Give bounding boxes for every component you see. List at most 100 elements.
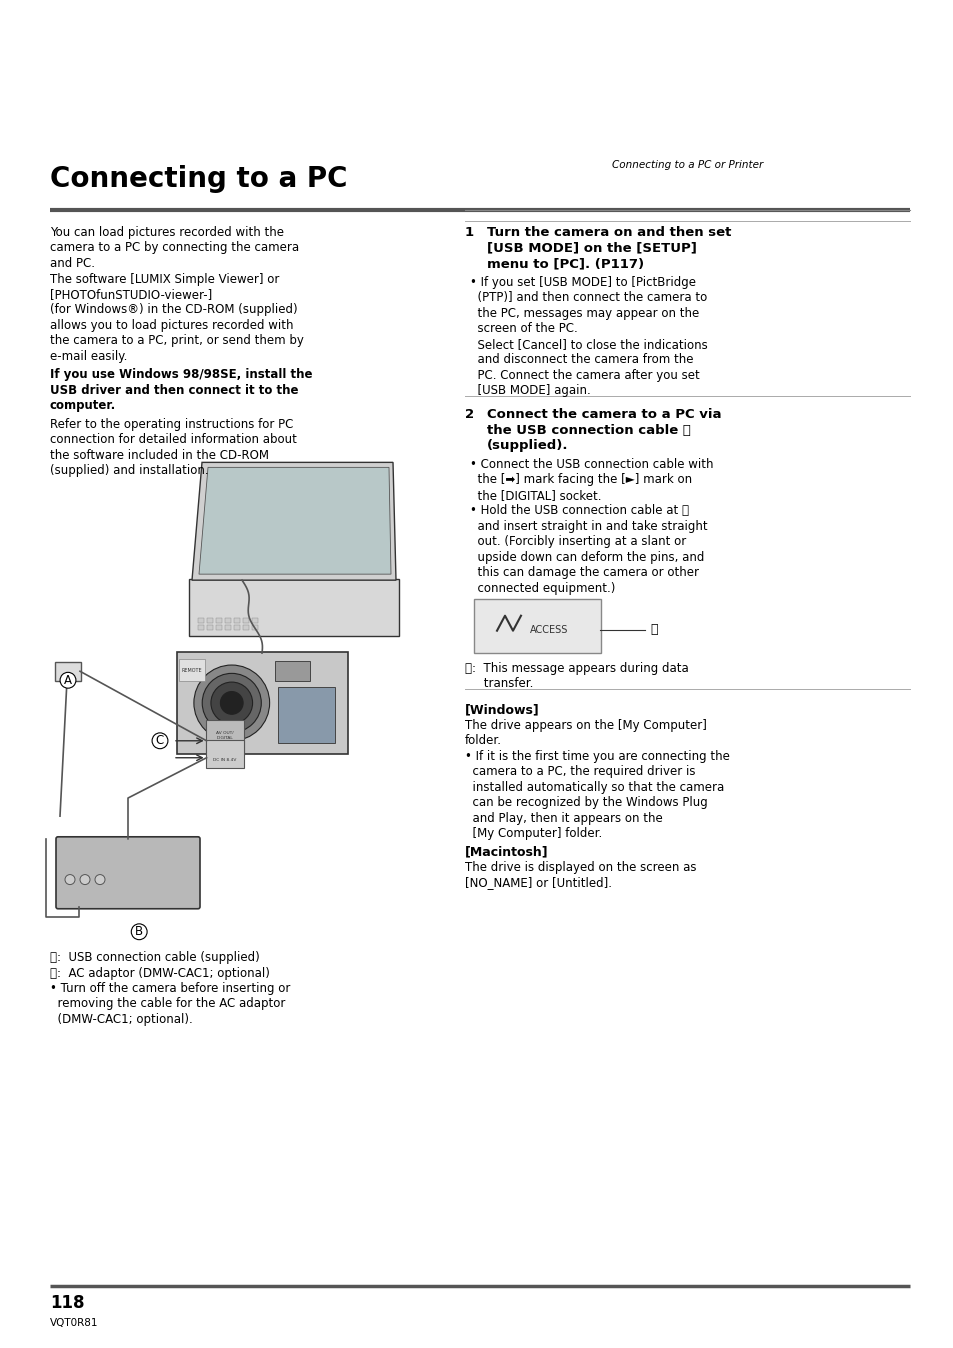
Text: Select [Cancel] to close the indications: Select [Cancel] to close the indications: [470, 337, 707, 350]
FancyBboxPatch shape: [54, 662, 80, 681]
FancyBboxPatch shape: [233, 624, 240, 631]
Text: the PC, messages may appear on the: the PC, messages may appear on the: [470, 306, 699, 319]
Text: Connect the camera to a PC via: Connect the camera to a PC via: [486, 408, 720, 421]
FancyBboxPatch shape: [225, 617, 231, 623]
FancyBboxPatch shape: [233, 617, 240, 623]
FancyBboxPatch shape: [206, 720, 244, 755]
Text: the camera to a PC, print, or send them by: the camera to a PC, print, or send them …: [50, 334, 304, 348]
Text: and disconnect the camera from the: and disconnect the camera from the: [470, 353, 693, 367]
Text: removing the cable for the AC adaptor: removing the cable for the AC adaptor: [50, 998, 285, 1011]
Text: installed automatically so that the camera: installed automatically so that the came…: [464, 780, 723, 794]
Circle shape: [211, 682, 253, 724]
FancyBboxPatch shape: [252, 624, 258, 631]
Text: e-mail easily.: e-mail easily.: [50, 350, 128, 363]
FancyBboxPatch shape: [215, 617, 222, 623]
Text: Refer to the operating instructions for PC: Refer to the operating instructions for …: [50, 418, 294, 431]
Circle shape: [65, 875, 75, 884]
Text: [My Computer] folder.: [My Computer] folder.: [464, 828, 601, 840]
Text: Turn the camera on and then set: Turn the camera on and then set: [486, 226, 731, 239]
Text: ⓓ:  This message appears during data: ⓓ: This message appears during data: [464, 662, 688, 675]
Text: 118: 118: [50, 1294, 85, 1312]
Polygon shape: [192, 462, 395, 580]
Circle shape: [193, 665, 270, 741]
Text: connected equipment.): connected equipment.): [470, 582, 615, 594]
Text: The software [LUMIX Simple Viewer] or: The software [LUMIX Simple Viewer] or: [50, 272, 279, 286]
FancyBboxPatch shape: [176, 651, 347, 755]
Text: If you use Windows 98/98SE, install the: If you use Windows 98/98SE, install the: [50, 368, 313, 381]
Circle shape: [220, 692, 243, 714]
Text: USB driver and then connect it to the: USB driver and then connect it to the: [50, 384, 298, 398]
Text: The drive appears on the [My Computer]: The drive appears on the [My Computer]: [464, 718, 706, 732]
Text: allows you to load pictures recorded with: allows you to load pictures recorded wit…: [50, 319, 294, 332]
Text: A: A: [64, 674, 71, 686]
Text: camera to a PC by connecting the camera: camera to a PC by connecting the camera: [50, 241, 299, 255]
Text: the [➡] mark facing the [►] mark on: the [➡] mark facing the [►] mark on: [470, 473, 691, 487]
Text: [Windows]: [Windows]: [464, 704, 539, 716]
FancyBboxPatch shape: [56, 837, 200, 909]
Text: computer.: computer.: [50, 399, 116, 412]
FancyBboxPatch shape: [197, 617, 204, 623]
Text: folder.: folder.: [464, 735, 501, 747]
Text: • If you set [USB MODE] to [PictBridge: • If you set [USB MODE] to [PictBridge: [470, 275, 696, 288]
Text: (DMW-CAC1; optional).: (DMW-CAC1; optional).: [50, 1012, 193, 1026]
Text: PC. Connect the camera after you set: PC. Connect the camera after you set: [470, 368, 699, 381]
FancyBboxPatch shape: [242, 624, 249, 631]
Text: and insert straight in and take straight: and insert straight in and take straight: [470, 520, 707, 532]
FancyBboxPatch shape: [252, 617, 258, 623]
Text: DC IN 8.4V: DC IN 8.4V: [213, 758, 236, 762]
FancyBboxPatch shape: [206, 740, 244, 768]
Text: • Connect the USB connection cable with: • Connect the USB connection cable with: [470, 458, 713, 470]
Text: and PC.: and PC.: [50, 257, 95, 270]
Text: the [DIGITAL] socket.: the [DIGITAL] socket.: [470, 489, 601, 501]
Text: [Macintosh]: [Macintosh]: [464, 845, 548, 859]
Text: connection for detailed information about: connection for detailed information abou…: [50, 434, 296, 446]
Text: Ⓑ:  AC adaptor (DMW-CAC1; optional): Ⓑ: AC adaptor (DMW-CAC1; optional): [50, 967, 270, 980]
FancyBboxPatch shape: [189, 580, 398, 636]
Text: the USB connection cable Ⓐ: the USB connection cable Ⓐ: [486, 423, 690, 437]
Text: [PHOTOfunSTUDIO-viewer-]: [PHOTOfunSTUDIO-viewer-]: [50, 288, 212, 301]
Text: The drive is displayed on the screen as: The drive is displayed on the screen as: [464, 861, 696, 874]
FancyBboxPatch shape: [197, 624, 204, 631]
Text: the software included in the CD-ROM: the software included in the CD-ROM: [50, 449, 269, 462]
Circle shape: [202, 674, 261, 732]
Text: B: B: [135, 925, 143, 938]
Text: ⓓ: ⓓ: [649, 623, 657, 636]
FancyBboxPatch shape: [179, 659, 205, 681]
Circle shape: [80, 875, 90, 884]
FancyBboxPatch shape: [225, 624, 231, 631]
FancyBboxPatch shape: [207, 624, 213, 631]
Text: Connecting to a PC or Printer: Connecting to a PC or Printer: [611, 160, 762, 170]
Text: upside down can deform the pins, and: upside down can deform the pins, and: [470, 551, 703, 563]
Text: REMOTE: REMOTE: [182, 667, 202, 673]
FancyBboxPatch shape: [278, 687, 335, 743]
Text: (PTP)] and then connect the camera to: (PTP)] and then connect the camera to: [470, 291, 706, 305]
Text: and Play, then it appears on the: and Play, then it appears on the: [464, 811, 662, 825]
Circle shape: [95, 875, 105, 884]
FancyBboxPatch shape: [242, 617, 249, 623]
Text: • If it is the first time you are connecting the: • If it is the first time you are connec…: [464, 749, 729, 763]
Text: camera to a PC, the required driver is: camera to a PC, the required driver is: [464, 766, 695, 778]
FancyBboxPatch shape: [215, 624, 222, 631]
Text: (for Windows®) in the CD-ROM (supplied): (for Windows®) in the CD-ROM (supplied): [50, 303, 297, 317]
Polygon shape: [199, 468, 391, 574]
Text: (supplied) and installation.: (supplied) and installation.: [50, 465, 209, 477]
Text: VQT0R81: VQT0R81: [50, 1318, 98, 1328]
FancyBboxPatch shape: [274, 661, 309, 682]
Text: menu to [PC]. (P117): menu to [PC]. (P117): [486, 257, 643, 270]
Text: [USB MODE] again.: [USB MODE] again.: [470, 384, 590, 398]
Text: • Hold the USB connection cable at Ⓒ: • Hold the USB connection cable at Ⓒ: [470, 504, 688, 518]
Text: transfer.: transfer.: [464, 677, 533, 690]
Text: [USB MODE] on the [SETUP]: [USB MODE] on the [SETUP]: [486, 241, 696, 255]
Text: C: C: [155, 735, 164, 747]
FancyBboxPatch shape: [474, 599, 600, 652]
Text: [NO_NAME] or [Untitled].: [NO_NAME] or [Untitled].: [464, 876, 612, 890]
Text: Ⓐ:  USB connection cable (supplied): Ⓐ: USB connection cable (supplied): [50, 950, 259, 964]
Text: screen of the PC.: screen of the PC.: [470, 322, 578, 336]
Text: can be recognized by the Windows Plug: can be recognized by the Windows Plug: [464, 797, 707, 809]
Text: this can damage the camera or other: this can damage the camera or other: [470, 566, 699, 580]
Text: 2: 2: [464, 408, 474, 421]
Text: AV OUT/
DIGITAL: AV OUT/ DIGITAL: [216, 732, 233, 740]
Text: • Turn off the camera before inserting or: • Turn off the camera before inserting o…: [50, 981, 290, 995]
Text: (supplied).: (supplied).: [486, 439, 568, 452]
FancyBboxPatch shape: [207, 617, 213, 623]
